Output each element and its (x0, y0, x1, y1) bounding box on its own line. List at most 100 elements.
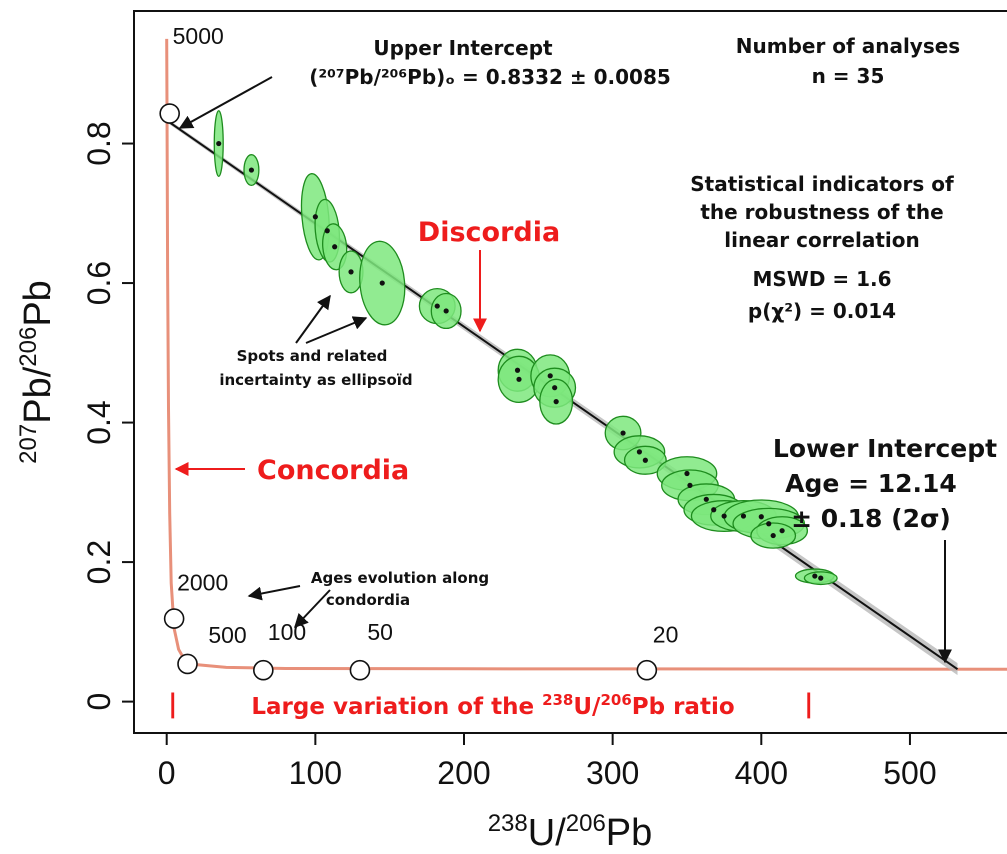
upper-intercept-arrow (178, 76, 273, 129)
x-tick-label: 400 (735, 755, 788, 791)
age-marker-label: 100 (268, 619, 306, 645)
data-point (642, 457, 648, 463)
age-marker-circle (177, 653, 198, 675)
x-tick-label: 500 (883, 755, 936, 791)
ratio-text-part-a: Large variation of the (251, 694, 542, 720)
spots-arrow-2 (305, 316, 368, 344)
upper-intercept-title: Upper Intercept (373, 36, 553, 60)
ages-evolution-line-1: Ages evolution along (311, 569, 489, 587)
data-point (758, 514, 764, 520)
data-point (516, 376, 522, 382)
data-point (636, 449, 643, 455)
data-point (766, 521, 772, 527)
discordia-label: Discordia (418, 217, 560, 248)
concordia-curve (165, 38, 1007, 671)
data-point (248, 167, 255, 173)
ages-evolution-line-2: condordia (326, 591, 410, 609)
data-point (312, 214, 318, 220)
lower-intercept-error: ± 0.18 (2σ) (791, 504, 951, 533)
data-point (703, 496, 709, 502)
x-axis-title: 238U/206Pb (488, 810, 653, 854)
age-marker-circle (636, 659, 658, 681)
mswd-value: MSWD = 1.6 (752, 267, 891, 291)
x-axis-title-sup2: 206 (566, 810, 606, 837)
stat-line-1: Statistical indicators of (690, 172, 954, 196)
stat-line-2: the robustness of the (700, 200, 943, 224)
y-tick-label: 0.4 (81, 400, 117, 444)
n-analyses-title: Number of analyses (736, 34, 960, 58)
spots-arrow-1 (295, 294, 331, 344)
ratio-variation-text: Large variation of the 238U/206Pb ratio (251, 691, 734, 720)
x-axis-title-sup1: 238 (488, 810, 528, 837)
age-marker-label: 2000 (177, 570, 228, 596)
concordia-label: Concordia (257, 455, 409, 486)
x-tick-label: 100 (289, 755, 342, 791)
ratio-text-sup2: 206 (600, 691, 631, 709)
age-marker-circle (253, 659, 274, 681)
concordia-layer (165, 38, 1007, 671)
y-axis-title-part2: Pb (17, 280, 59, 326)
data-point (514, 367, 521, 373)
data-point (812, 573, 818, 579)
lower-intercept-title: Lower Intercept (773, 434, 997, 463)
x-axis-title-part2: Pb (606, 812, 652, 854)
y-tick-label: 0.2 (81, 540, 117, 584)
x-tick-label: 300 (586, 755, 639, 791)
age-marker-layer: 5000 2000 500 100 50 20 (159, 23, 679, 681)
data-point (687, 482, 693, 488)
data-point (348, 269, 354, 275)
data-point (711, 507, 717, 513)
y-axis-title-part1: Pb/ (17, 366, 59, 423)
ages-evolution-arrow-1 (247, 585, 301, 601)
data-point (779, 528, 785, 534)
data-point (740, 513, 747, 519)
age-marker-circle (163, 608, 185, 629)
y-axis-title-sup2: 206 (15, 327, 42, 367)
x-axis-title-part1: U/ (528, 812, 566, 854)
data-point (721, 513, 727, 519)
data-point (620, 430, 626, 436)
axis-layer: 0 100 200 300 400 500 0 0.2 0.4 0.6 0.8 (81, 121, 937, 791)
age-marker-label: 50 (367, 619, 393, 645)
age-marker-label: 20 (653, 621, 679, 647)
y-tick-label: 0 (81, 693, 117, 711)
data-point (332, 244, 338, 250)
data-point (770, 532, 776, 539)
n-analyses-value: n = 35 (812, 64, 885, 88)
stat-line-3: linear correlation (724, 228, 919, 252)
y-tick-label: 0.6 (81, 261, 117, 305)
data-point (379, 280, 385, 286)
data-point (547, 373, 553, 379)
p-chi2-value: p(χ²) = 0.014 (748, 299, 896, 323)
age-marker-label: 500 (208, 622, 246, 648)
spots-label-line-1: Spots and related (237, 347, 388, 365)
ages-evolution-arrow-2 (294, 589, 331, 629)
data-point (552, 385, 558, 391)
age-marker-label: 5000 (173, 23, 224, 49)
x-tick-label: 0 (158, 755, 176, 791)
ratio-text-part-c: Pb ratio (632, 694, 735, 720)
age-marker-circle (349, 659, 371, 681)
x-tick-label: 200 (437, 755, 490, 791)
plot-frame (133, 10, 1007, 734)
data-point (684, 470, 690, 477)
lower-intercept-age: Age = 12.14 (785, 469, 957, 498)
y-tick-label: 0.8 (81, 121, 117, 165)
age-marker-circle (159, 103, 180, 124)
data-point (818, 575, 824, 581)
data-point (443, 308, 449, 314)
ratio-bar-right: | (804, 689, 814, 719)
ellipse-layer (213, 110, 838, 586)
ratio-text-part-b: U/ (573, 694, 601, 720)
upper-intercept-value: (²⁰⁷Pb/²⁰⁶Pb)ₒ = 0.8332 ± 0.0085 (309, 65, 671, 89)
y-axis-title: 207Pb/206Pb (15, 280, 59, 464)
data-point (553, 399, 559, 405)
y-axis-title-sup1: 207 (15, 424, 42, 464)
data-point (216, 140, 222, 147)
ratio-text-sup1: 238 (542, 691, 573, 709)
data-point (324, 228, 330, 234)
spots-label-line-2: incertainty as ellipsoïd (219, 371, 412, 389)
data-point (434, 303, 440, 309)
ratio-bar-left: | (168, 689, 178, 719)
